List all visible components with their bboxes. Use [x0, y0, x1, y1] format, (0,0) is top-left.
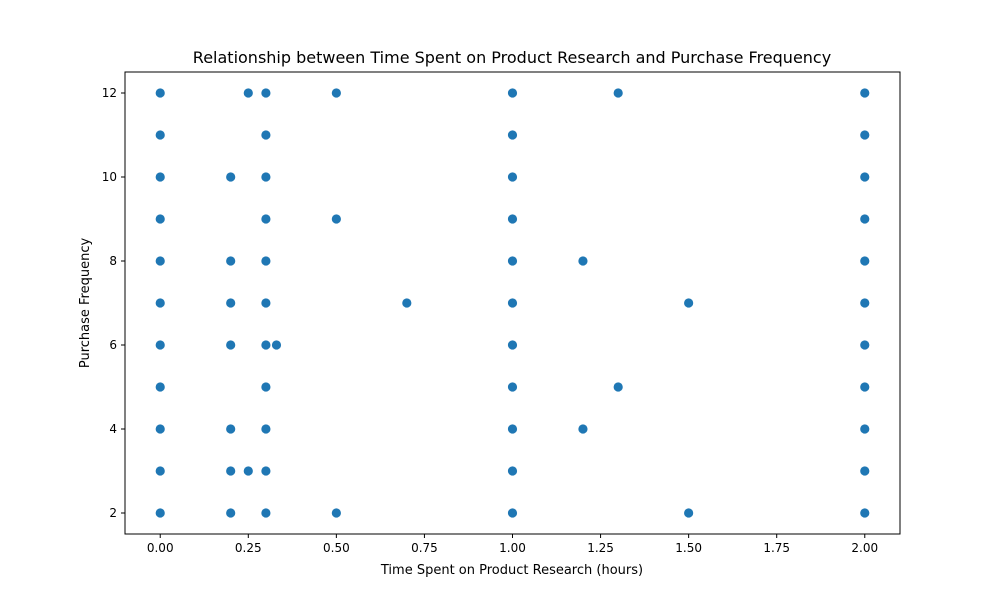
data-point: [613, 88, 623, 98]
data-point: [226, 298, 236, 308]
data-point: [155, 508, 165, 518]
data-points: [155, 88, 870, 518]
y-tick-label: 12: [102, 86, 117, 100]
x-tick-label: 0.00: [147, 541, 174, 555]
data-point: [860, 298, 870, 308]
data-point: [860, 256, 870, 266]
data-point: [684, 508, 694, 518]
data-point: [155, 466, 165, 476]
data-point: [261, 466, 271, 476]
data-point: [507, 466, 518, 476]
data-point: [155, 214, 165, 224]
data-point: [684, 298, 694, 308]
x-tick-label: 1.50: [675, 541, 702, 555]
data-point: [261, 256, 271, 266]
data-point: [226, 508, 236, 518]
data-point: [243, 88, 253, 98]
data-point: [331, 214, 341, 224]
data-point: [261, 298, 271, 308]
data-point: [271, 340, 282, 350]
data-point: [155, 172, 165, 182]
data-point: [226, 466, 236, 476]
data-point: [860, 340, 870, 350]
data-point: [507, 130, 518, 140]
data-point: [507, 382, 518, 392]
data-point: [507, 424, 518, 434]
data-point: [155, 256, 165, 266]
y-tick-label: 2: [109, 506, 117, 520]
data-point: [331, 508, 341, 518]
data-point: [507, 172, 518, 182]
data-point: [402, 298, 412, 308]
data-point: [578, 256, 588, 266]
data-point: [860, 382, 870, 392]
x-tick-label: 1.75: [763, 541, 790, 555]
data-point: [860, 172, 870, 182]
data-point: [261, 214, 271, 224]
data-point: [155, 382, 165, 392]
data-point: [226, 340, 236, 350]
chart-title: Relationship between Time Spent on Produ…: [193, 48, 831, 67]
y-tick-label: 10: [102, 170, 117, 184]
x-tick-label: 0.25: [235, 541, 262, 555]
data-point: [261, 130, 271, 140]
x-tick-label: 2.00: [851, 541, 878, 555]
y-axis-label: Purchase Frequency: [78, 238, 93, 369]
data-point: [613, 382, 623, 392]
x-axis: 0.00 0.25 0.50 0.75 1.00 1.25 1.50 1.75 2.00: [147, 534, 878, 555]
data-point: [155, 130, 165, 140]
x-axis-label: Time Spent on Product Research (hours): [380, 563, 643, 578]
data-point: [261, 424, 271, 434]
data-point: [578, 424, 588, 434]
data-point: [507, 88, 518, 98]
data-point: [507, 214, 518, 224]
data-point: [507, 508, 518, 518]
data-point: [155, 340, 165, 350]
data-point: [860, 466, 870, 476]
data-point: [331, 88, 341, 98]
data-point: [155, 88, 165, 98]
y-tick-label: 6: [109, 338, 117, 352]
data-point: [243, 466, 253, 476]
x-tick-label: 1.25: [587, 541, 614, 555]
y-tick-label: 4: [109, 422, 117, 436]
data-point: [507, 340, 518, 350]
data-point: [507, 256, 518, 266]
data-point: [155, 424, 165, 434]
data-point: [226, 172, 236, 182]
data-point: [860, 130, 870, 140]
data-point: [261, 340, 271, 350]
data-point: [226, 256, 236, 266]
data-point: [507, 298, 518, 308]
data-point: [860, 88, 870, 98]
y-tick-label: 8: [109, 254, 117, 268]
x-tick-label: 1.00: [499, 541, 526, 555]
data-point: [860, 214, 870, 224]
x-tick-label: 0.75: [411, 541, 438, 555]
x-tick-label: 0.50: [323, 541, 350, 555]
data-point: [155, 298, 165, 308]
data-point: [261, 508, 271, 518]
data-point: [261, 382, 271, 392]
data-point: [226, 424, 236, 434]
y-axis: 2 4 6 8 10 12: [102, 86, 125, 520]
data-point: [860, 424, 870, 434]
data-point: [261, 88, 271, 98]
data-point: [860, 508, 870, 518]
data-point: [261, 172, 271, 182]
